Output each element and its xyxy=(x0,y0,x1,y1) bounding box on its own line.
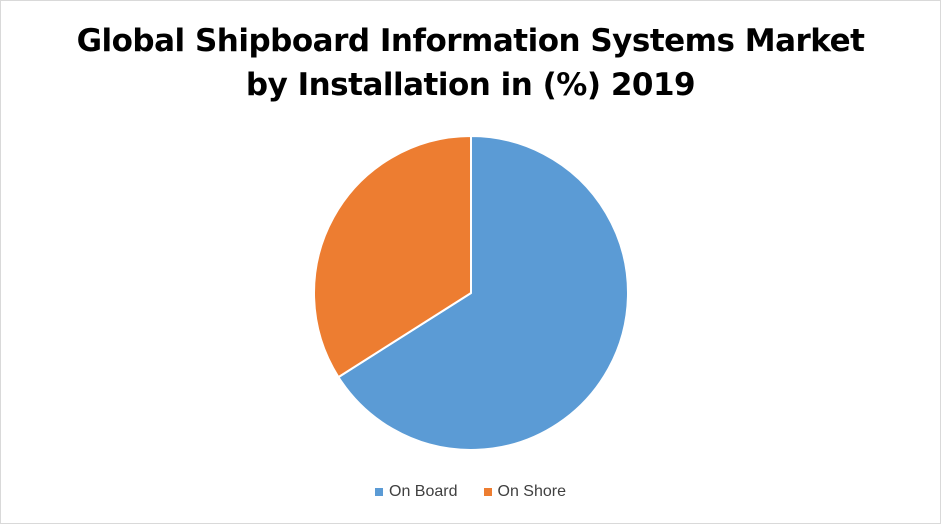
legend-item-on-board: On Board xyxy=(375,483,458,501)
legend-label-on-shore: On Shore xyxy=(497,483,566,500)
legend-swatch-on-board xyxy=(375,488,384,496)
chart-title-line-1: Global Shipboard Information Systems Mar… xyxy=(76,23,865,59)
chart-title-line-2: by Installation in (%) 2019 xyxy=(245,67,696,103)
pie-slice-on-shore xyxy=(313,135,472,379)
legend: On Board On Shore xyxy=(1,483,940,501)
legend-item-on-shore: On Shore xyxy=(483,483,566,501)
legend-swatch-on-shore xyxy=(483,488,492,496)
legend-label-on-board: On Board xyxy=(389,483,458,500)
pie-slice-on-board xyxy=(337,135,629,451)
chart-title: Global Shipboard Information Systems Mar… xyxy=(1,19,940,107)
